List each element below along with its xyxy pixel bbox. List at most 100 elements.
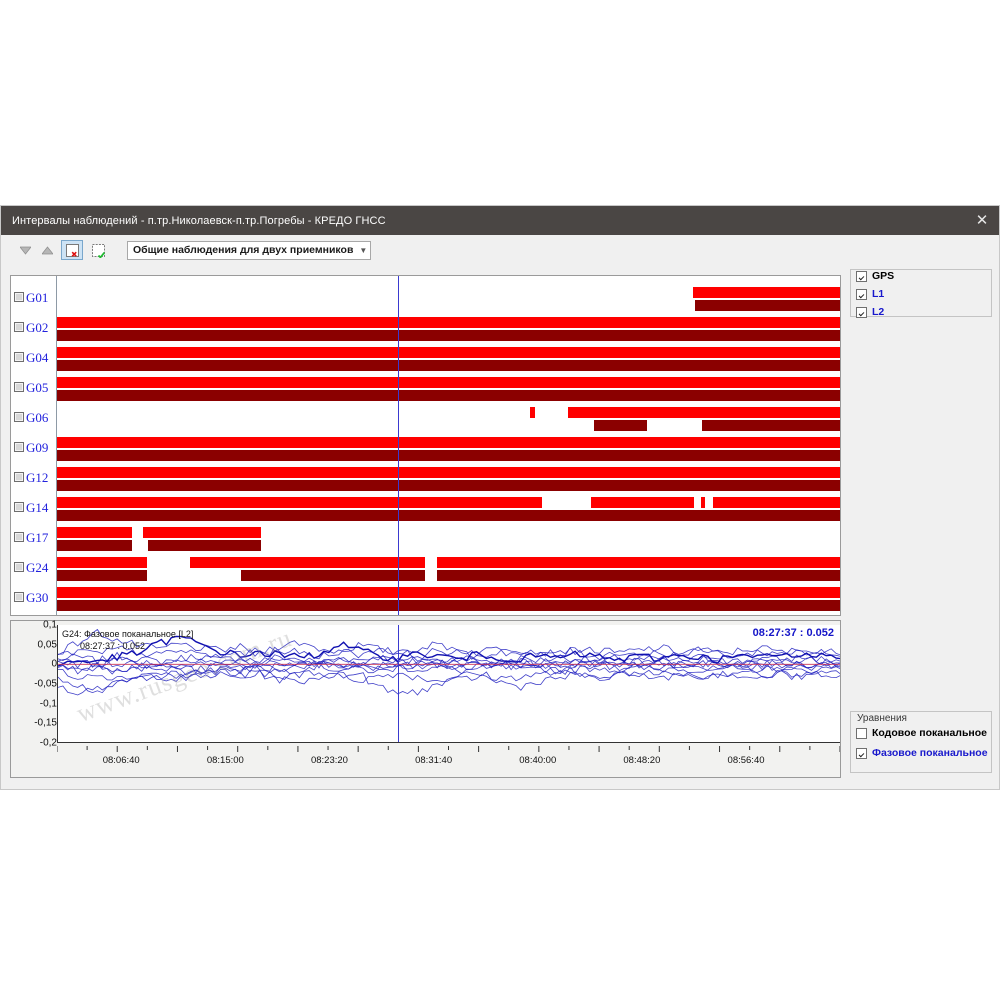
satellite-row-g04[interactable]: G04 — [14, 349, 48, 365]
satellite-row-g05[interactable]: G05 — [14, 379, 48, 395]
band-l1-g24 — [57, 557, 148, 568]
equation-item-phase-label: Фазовое поканальное — [872, 747, 988, 759]
chevron-down-icon: ▼ — [359, 245, 368, 255]
legend-item-gps[interactable]: GPS — [856, 270, 894, 282]
band-l1-g14 — [713, 497, 840, 508]
square-red-x-icon[interactable] — [61, 240, 83, 260]
band-l1-g17 — [57, 527, 133, 538]
satellite-label: G24 — [26, 559, 49, 575]
satellite-band-plot[interactable] — [57, 276, 840, 615]
legend-item-gps-label: GPS — [872, 270, 895, 282]
legend-item-l2-label: L2 — [872, 306, 885, 318]
band-l2-g17 — [147, 540, 262, 551]
residual-series-group — [58, 628, 840, 696]
chart-cursor-line[interactable] — [398, 625, 400, 742]
satellite-label: G06 — [26, 409, 49, 425]
equation-item-phase-checkbox[interactable] — [856, 747, 867, 759]
chart-x-tick-label: 08:40:00 — [519, 755, 557, 766]
satellite-row-g14[interactable]: G14 — [14, 499, 48, 515]
band-l2-g12 — [57, 480, 840, 491]
legend-item-l2[interactable]: L2 — [856, 306, 884, 318]
band-l1-g14 — [57, 497, 543, 508]
triangle-up-icon[interactable] — [37, 240, 57, 260]
equation-item-phase[interactable]: Фазовое поканальное — [856, 747, 988, 759]
equation-item-code[interactable]: Кодовое поканальное — [856, 727, 987, 739]
satellite-checkbox-g24[interactable] — [14, 562, 24, 572]
satellite-checkbox-g14[interactable] — [14, 502, 24, 512]
satellite-row-g01[interactable]: G01 — [14, 289, 48, 305]
legend-item-l2-checkbox[interactable] — [856, 306, 867, 318]
toolbar: Общие наблюдения для двух приемников ▼ — [1, 235, 999, 265]
residual-series-line — [58, 668, 840, 696]
chart-y-tick-label: -0,1 — [39, 698, 57, 710]
legend-item-l1-label: L1 — [872, 288, 885, 300]
band-l1-g09 — [57, 437, 840, 448]
satellite-row-g02[interactable]: G02 — [14, 319, 48, 335]
satellite-row-g12[interactable]: G12 — [14, 469, 48, 485]
satellite-row-g24[interactable]: G24 — [14, 559, 48, 575]
band-l2-g05 — [57, 390, 840, 401]
satellite-row-g09[interactable]: G09 — [14, 439, 48, 455]
satellite-checkbox-g12[interactable] — [14, 472, 24, 482]
satellite-checkbox-g09[interactable] — [14, 442, 24, 452]
band-l1-g04 — [57, 347, 840, 358]
band-l2-g30 — [57, 600, 840, 611]
satellite-checkbox-g17[interactable] — [14, 532, 24, 542]
legend-item-l1-checkbox[interactable] — [856, 288, 867, 300]
residual-series-line — [58, 669, 840, 694]
satellite-row-g17[interactable]: G17 — [14, 529, 48, 545]
band-l1-g06 — [568, 407, 840, 418]
satellite-checkbox-g30[interactable] — [14, 592, 24, 602]
close-icon[interactable]: ✕ — [975, 212, 989, 229]
signal-legend-box — [850, 269, 992, 317]
chart-y-tick-label: -0,15 — [34, 717, 57, 729]
band-l1-g14 — [700, 497, 706, 508]
chart-plot-area[interactable]: G24: Фазовое поканальное [L2] 08:27:37 :… — [57, 625, 840, 743]
satellite-label: G14 — [26, 499, 49, 515]
residuals-chart-panel[interactable]: 0,1 0,05 0 -0,05 -0,1 -0,15 -0,2 G24: Фазовое … — [10, 620, 841, 778]
chart-y-tick-label: 0,1 — [43, 619, 57, 631]
timeline-cursor-line[interactable] — [397, 276, 399, 615]
satellite-label: G01 — [26, 289, 49, 305]
chart-annotation-title: G24: Фазовое поканальное [L2] — [62, 629, 194, 639]
legend-item-l1[interactable]: L1 — [856, 288, 884, 300]
legend-item-gps-checkbox[interactable] — [856, 270, 867, 282]
satellite-checkbox-g02[interactable] — [14, 322, 24, 332]
band-l1-g02 — [57, 317, 840, 328]
residual-series-line — [58, 659, 840, 669]
chart-y-axis: 0,1 0,05 0 -0,05 -0,1 -0,15 -0,2 — [11, 619, 57, 749]
satellite-checkbox-g06[interactable] — [14, 412, 24, 422]
satellite-checkbox-g04[interactable] — [14, 352, 24, 362]
chart-annotation-value: 08:27:37 : 0.052 — [80, 641, 146, 651]
band-l2-g24 — [57, 570, 148, 581]
triangle-down-icon[interactable] — [15, 240, 35, 260]
band-l2-g06 — [594, 420, 648, 431]
square-green-check-icon[interactable] — [87, 240, 109, 260]
band-l1-g06 — [529, 407, 535, 418]
band-l1-g12 — [57, 467, 840, 478]
residual-series-line — [58, 628, 840, 657]
satellite-checkbox-g01[interactable] — [14, 292, 24, 302]
chart-y-tick-label: -0,2 — [39, 737, 57, 749]
satellite-label: G04 — [26, 349, 49, 365]
band-l2-g17 — [57, 540, 133, 551]
chart-x-tick-label: 08:15:00 — [206, 755, 244, 766]
band-l2-g01 — [695, 300, 840, 311]
satellite-label: G12 — [26, 469, 49, 485]
residual-series-line — [58, 645, 840, 661]
satellite-row-g30[interactable]: G30 — [14, 589, 48, 605]
band-l2-g06 — [702, 420, 840, 431]
chart-x-tick-label: 08:56:40 — [727, 755, 765, 766]
band-l2-g24 — [241, 570, 425, 581]
chart-y-tick-label: 0 — [51, 658, 57, 670]
satellite-timeline-panel[interactable]: G01 G02 G04 G05 G06 G09 G12 G14 G17 G24 G30 — [10, 275, 841, 616]
observation-mode-select[interactable]: Общие наблюдения для двух приемников ▼ — [127, 240, 372, 260]
residual-series-line — [58, 659, 840, 696]
residual-series-line — [58, 651, 840, 666]
satellite-checkbox-g05[interactable] — [14, 382, 24, 392]
band-l1-g30 — [57, 587, 840, 598]
satellite-label: G09 — [26, 439, 49, 455]
satellite-row-g06[interactable]: G06 — [14, 409, 48, 425]
equation-item-code-checkbox[interactable] — [856, 727, 867, 739]
